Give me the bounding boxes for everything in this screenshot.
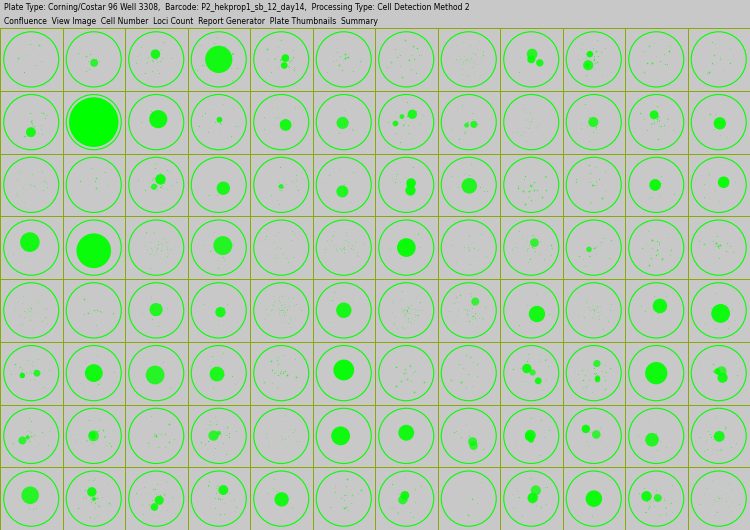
Circle shape — [69, 98, 118, 147]
Circle shape — [718, 373, 728, 383]
Circle shape — [154, 496, 164, 505]
Circle shape — [151, 49, 160, 59]
Circle shape — [217, 182, 230, 195]
Circle shape — [596, 375, 600, 380]
Circle shape — [210, 367, 224, 382]
Circle shape — [279, 184, 284, 189]
Circle shape — [398, 425, 414, 440]
Circle shape — [522, 364, 532, 373]
Circle shape — [531, 485, 541, 496]
Circle shape — [151, 503, 158, 511]
Circle shape — [336, 303, 352, 318]
Circle shape — [470, 441, 478, 450]
Circle shape — [337, 186, 348, 198]
Circle shape — [714, 117, 726, 129]
Circle shape — [595, 377, 600, 382]
Circle shape — [406, 178, 416, 188]
Circle shape — [652, 299, 668, 313]
Circle shape — [22, 487, 39, 504]
Circle shape — [641, 491, 652, 501]
Circle shape — [536, 59, 544, 67]
Circle shape — [711, 304, 730, 323]
Circle shape — [34, 370, 40, 377]
Circle shape — [470, 121, 478, 128]
Circle shape — [397, 238, 416, 257]
Circle shape — [281, 54, 290, 62]
Circle shape — [149, 110, 167, 128]
Circle shape — [149, 303, 163, 316]
Circle shape — [586, 246, 592, 252]
Circle shape — [400, 491, 410, 500]
Circle shape — [530, 238, 538, 247]
Text: Confluence  View Image  Cell Number  Loci Count  Report Generator  Plate Thumbna: Confluence View Image Cell Number Loci C… — [4, 17, 377, 26]
Circle shape — [333, 359, 354, 381]
Circle shape — [714, 368, 721, 375]
Circle shape — [468, 437, 477, 446]
Circle shape — [593, 360, 601, 367]
Circle shape — [218, 485, 228, 495]
Circle shape — [405, 186, 416, 196]
Circle shape — [274, 492, 289, 507]
Circle shape — [88, 430, 99, 441]
Circle shape — [91, 435, 96, 439]
Circle shape — [90, 59, 98, 67]
Circle shape — [529, 306, 545, 322]
Circle shape — [535, 377, 542, 384]
Circle shape — [337, 117, 349, 129]
Circle shape — [586, 51, 593, 57]
Circle shape — [645, 433, 658, 447]
Circle shape — [718, 176, 730, 188]
Circle shape — [213, 236, 232, 255]
Circle shape — [588, 117, 598, 127]
Circle shape — [76, 233, 111, 268]
Circle shape — [530, 369, 536, 376]
Circle shape — [26, 435, 30, 439]
Circle shape — [151, 184, 157, 190]
Circle shape — [280, 119, 292, 131]
Circle shape — [209, 430, 219, 441]
Circle shape — [20, 373, 25, 378]
Circle shape — [585, 63, 590, 68]
Circle shape — [650, 110, 658, 119]
Circle shape — [586, 490, 602, 507]
Circle shape — [528, 437, 534, 443]
Circle shape — [461, 178, 477, 193]
Circle shape — [155, 174, 166, 184]
Circle shape — [281, 62, 287, 69]
Circle shape — [392, 121, 398, 126]
Circle shape — [87, 487, 97, 497]
Circle shape — [217, 431, 221, 435]
Circle shape — [471, 297, 479, 305]
Circle shape — [20, 232, 40, 252]
Circle shape — [525, 432, 534, 441]
Text: Plate Type: Corning/Costar 96 Well 3308,  Barcode: P2_hekprop1_sb_12_day14,  Pro: Plate Type: Corning/Costar 96 Well 3308,… — [4, 3, 470, 12]
Circle shape — [26, 127, 36, 137]
Circle shape — [526, 49, 538, 59]
Circle shape — [217, 117, 222, 122]
Circle shape — [582, 425, 590, 433]
Circle shape — [85, 364, 103, 382]
Circle shape — [716, 366, 727, 376]
Circle shape — [206, 46, 232, 73]
Circle shape — [714, 431, 724, 442]
Circle shape — [583, 60, 593, 70]
Circle shape — [398, 496, 407, 505]
Circle shape — [408, 110, 417, 119]
Circle shape — [332, 427, 350, 445]
Circle shape — [92, 497, 96, 501]
Circle shape — [527, 55, 536, 63]
Circle shape — [525, 430, 536, 441]
Circle shape — [464, 123, 469, 128]
Circle shape — [650, 179, 661, 191]
Circle shape — [89, 431, 96, 438]
Circle shape — [215, 307, 226, 317]
Circle shape — [19, 436, 26, 445]
Circle shape — [645, 362, 668, 384]
Circle shape — [146, 366, 164, 384]
Circle shape — [654, 494, 662, 502]
Circle shape — [400, 114, 404, 119]
Circle shape — [592, 430, 601, 439]
Circle shape — [527, 493, 538, 503]
